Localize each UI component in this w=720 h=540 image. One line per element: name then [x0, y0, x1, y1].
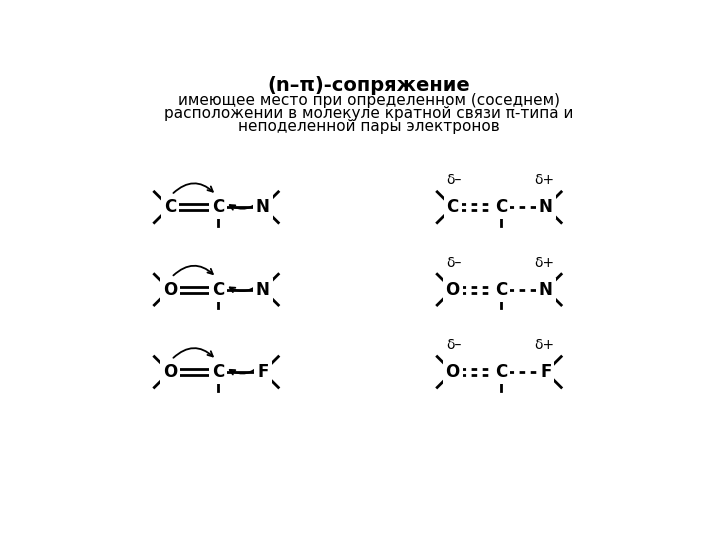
Text: F: F	[257, 363, 269, 381]
Text: расположении в молекуле кратной связи π-типа и: расположении в молекуле кратной связи π-…	[164, 106, 574, 120]
Text: δ–: δ–	[446, 173, 462, 187]
Text: N: N	[539, 281, 553, 299]
Text: C: C	[163, 198, 176, 216]
Text: O: O	[163, 363, 177, 381]
Text: C: C	[495, 198, 507, 216]
Text: δ+: δ+	[534, 338, 554, 352]
Text: O: O	[446, 281, 460, 299]
Text: (n–π)-сопряжение: (n–π)-сопряжение	[268, 76, 470, 94]
FancyArrowPatch shape	[174, 266, 213, 275]
Text: N: N	[256, 281, 270, 299]
FancyArrowPatch shape	[230, 363, 262, 374]
Text: C: C	[212, 363, 224, 381]
Text: C: C	[212, 281, 224, 299]
Text: δ+: δ+	[534, 255, 554, 269]
Text: δ–: δ–	[446, 255, 462, 269]
Text: C: C	[495, 281, 507, 299]
Text: O: O	[163, 281, 177, 299]
Text: C: C	[212, 198, 224, 216]
FancyArrowPatch shape	[174, 348, 213, 358]
Text: F: F	[540, 363, 552, 381]
FancyArrowPatch shape	[230, 281, 262, 292]
FancyArrowPatch shape	[174, 184, 213, 193]
Text: δ–: δ–	[446, 338, 462, 352]
Text: δ+: δ+	[534, 173, 554, 187]
Text: N: N	[539, 198, 553, 216]
Text: C: C	[446, 198, 459, 216]
FancyArrowPatch shape	[230, 199, 262, 210]
Text: N: N	[256, 198, 270, 216]
Text: неподеленной пары электронов: неподеленной пары электронов	[238, 119, 500, 134]
Text: C: C	[495, 363, 507, 381]
Text: имеющее место при определенном (соседнем): имеющее место при определенном (соседнем…	[178, 92, 560, 107]
Text: O: O	[446, 363, 460, 381]
